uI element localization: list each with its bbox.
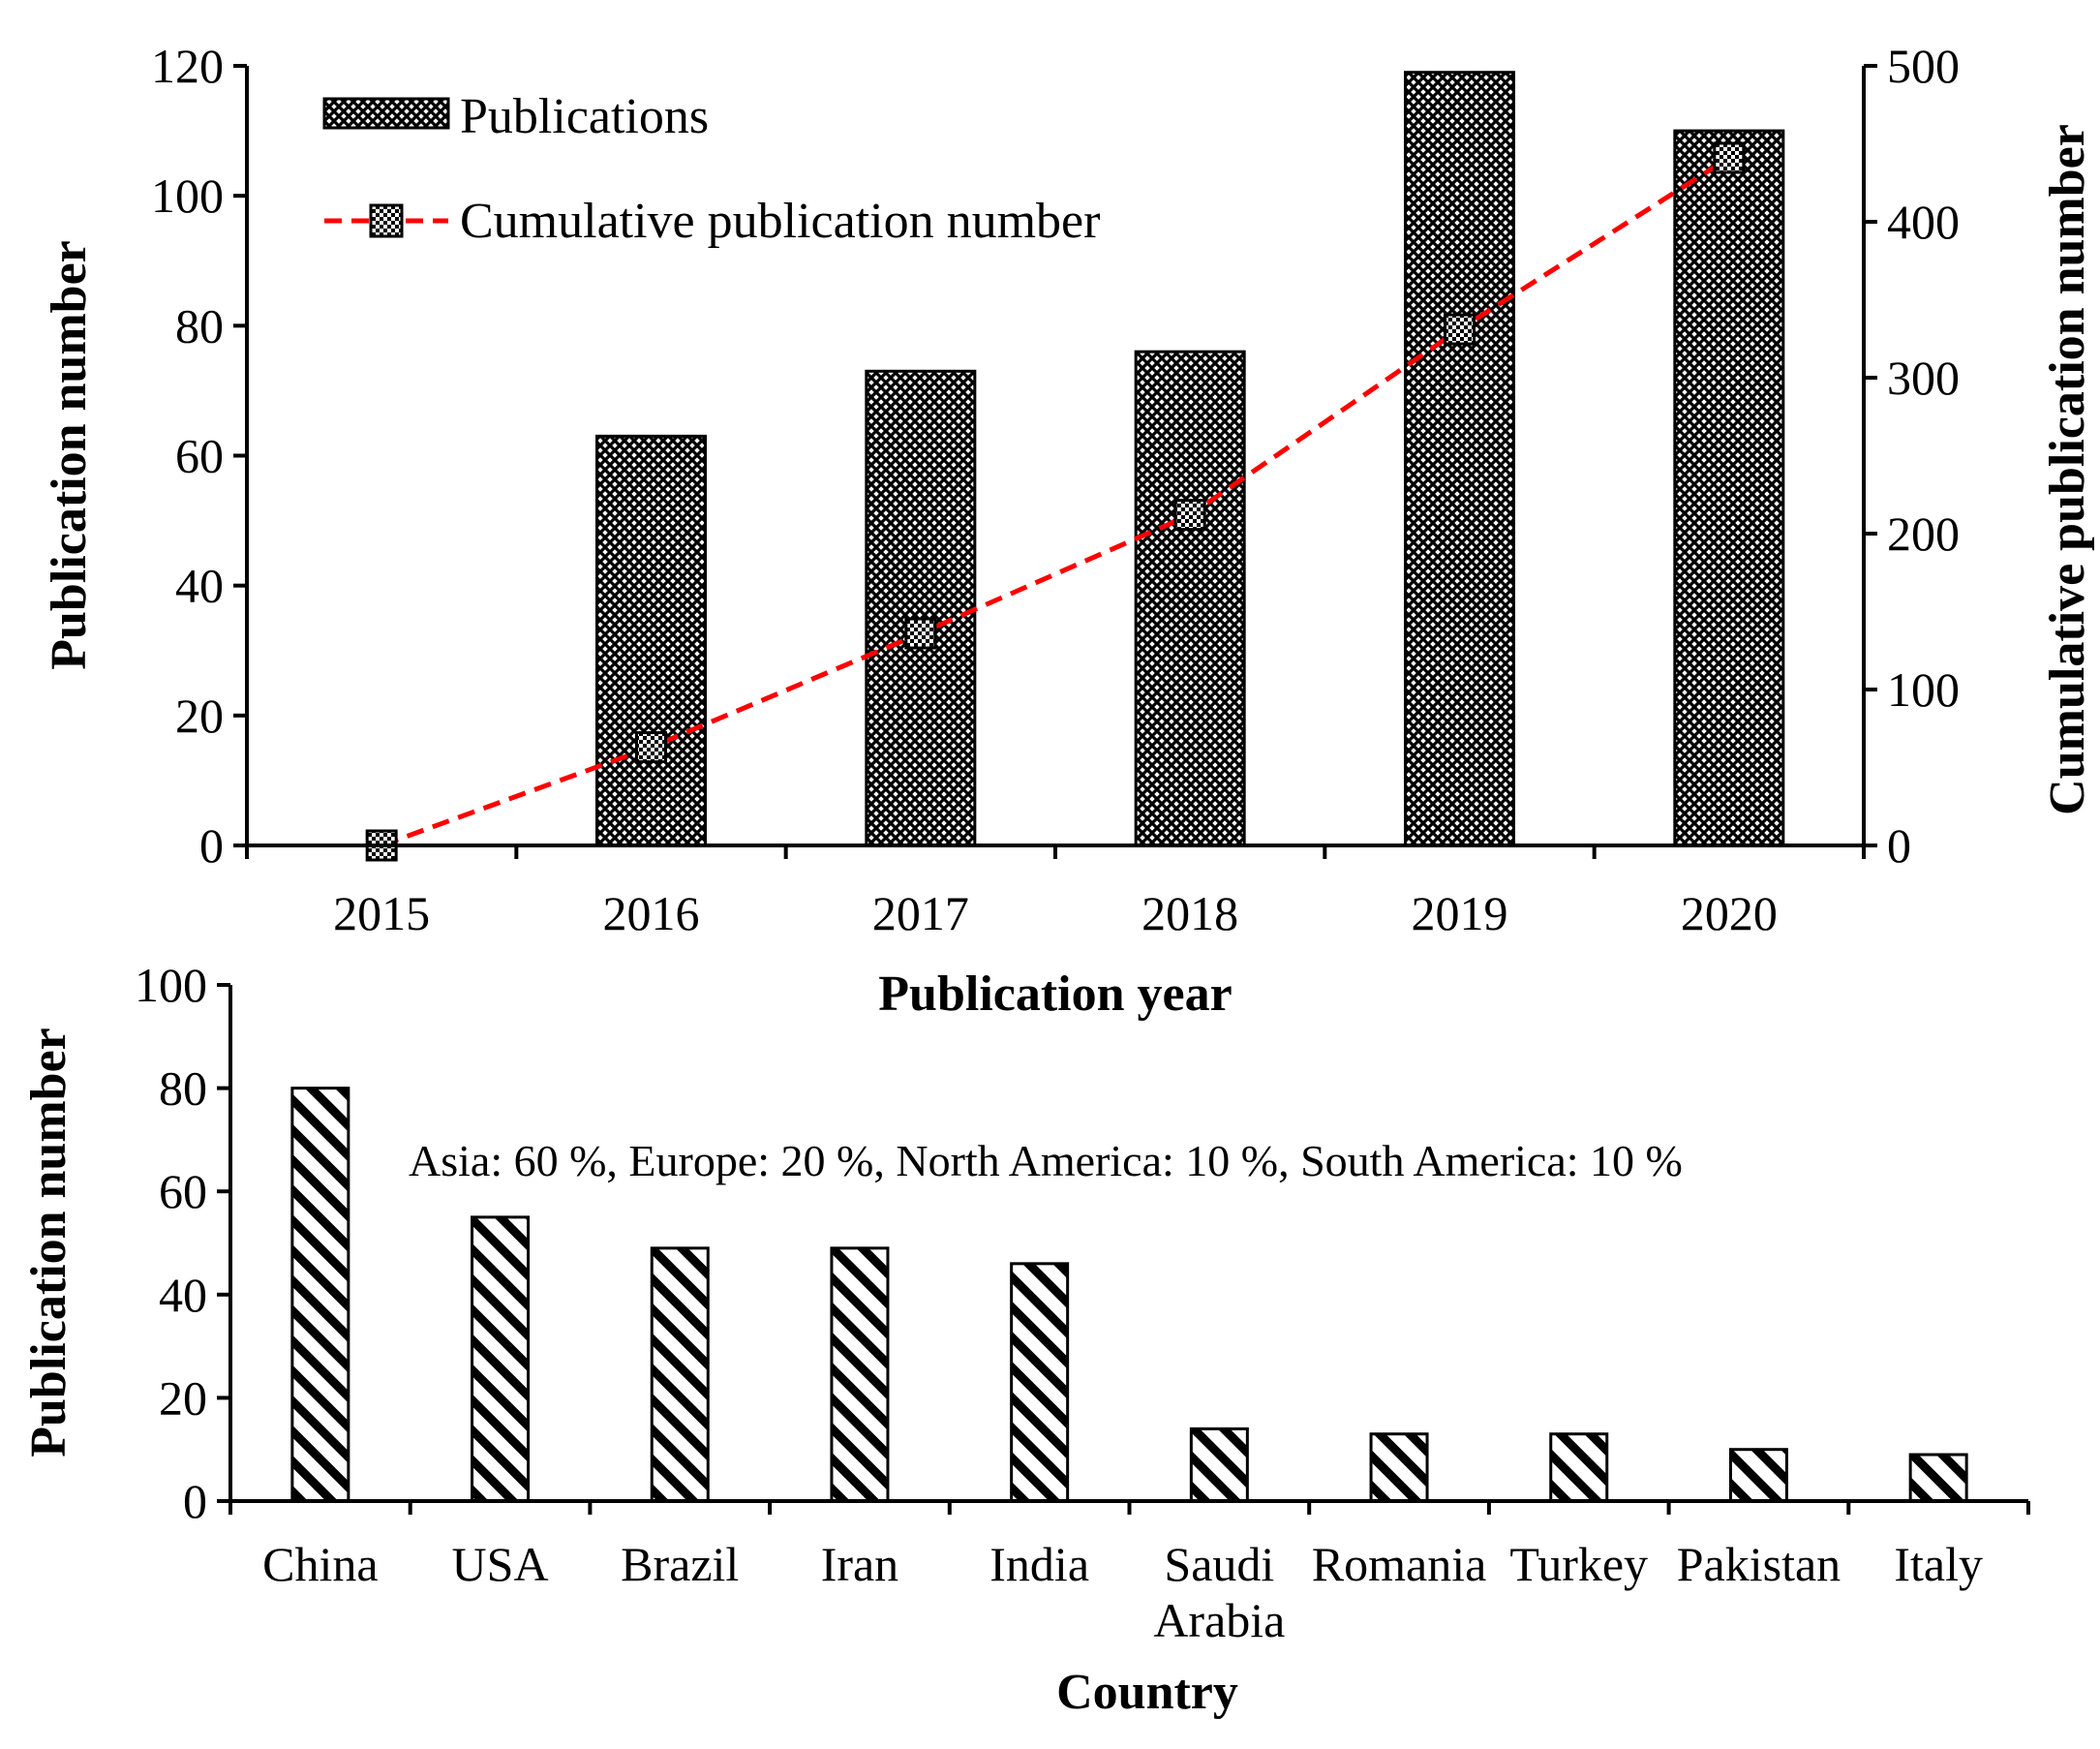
country-bar-saudi-arabia <box>1189 1427 1249 1503</box>
legend-bar-swatch <box>322 97 450 130</box>
top-x-tick-label: 2017 <box>872 886 969 940</box>
cumulative-marker-2020 <box>1713 141 1746 174</box>
country-bar-usa <box>471 1215 531 1503</box>
region-share-annotation: Asia: 60 %, Europe: 20 %, North America:… <box>409 1136 1683 1185</box>
top-x-tick-label: 2020 <box>1681 886 1778 940</box>
top-y2-tick-label: 100 <box>1887 662 1960 717</box>
bottom-x-tick-label: Italy <box>1894 1537 1983 1591</box>
bottom-y-axis-title: Publication number <box>21 1028 76 1458</box>
bottom-y-tick-label: 40 <box>159 1268 207 1322</box>
cumulative-marker-2019 <box>1444 313 1476 346</box>
cumulative-markers <box>365 141 1746 862</box>
year-bar-2018 <box>1134 350 1246 847</box>
cumulative-marker-2018 <box>1173 499 1206 532</box>
top-bars <box>595 71 1785 847</box>
year-bar-2019 <box>1404 71 1515 847</box>
bottom-x-tick-label: Pakistan <box>1677 1537 1841 1591</box>
top-y-ticks: 0 20 40 60 80 100 120 <box>151 39 247 873</box>
top-y-tick-label: 60 <box>175 429 224 483</box>
bottom-y-tick-label: 20 <box>159 1370 207 1425</box>
country-bar-china <box>290 1087 350 1503</box>
country-bar-pakistan <box>1728 1448 1788 1503</box>
top-y-tick-label: 40 <box>175 559 224 613</box>
bottom-x-tick-label: Iran <box>821 1537 899 1591</box>
top-x-axis-title: Publication year <box>878 967 1232 1022</box>
bottom-x-tick-label: Brazil <box>621 1537 739 1591</box>
top-y-tick-label: 0 <box>199 818 224 873</box>
bottom-y-tick-label: 100 <box>135 958 207 1012</box>
country-bar-turkey <box>1549 1432 1609 1503</box>
cumulative-marker-2017 <box>904 617 937 650</box>
year-bar-2016 <box>595 434 707 847</box>
top-y-tick-label: 120 <box>151 39 224 93</box>
top-y-tick-label: 20 <box>175 689 224 743</box>
legend-marker-swatch <box>369 203 404 238</box>
bottom-y-tick-label: 60 <box>159 1164 207 1218</box>
country-bar-india <box>1010 1262 1070 1503</box>
bottom-y-tick-label: 80 <box>159 1061 207 1116</box>
bottom-x-tick-label: Saudi <box>1164 1537 1274 1591</box>
top-x-ticks: 2015 2016 2017 2018 2019 2020 <box>245 845 1866 940</box>
bottom-x-tick-label: USA <box>452 1537 549 1591</box>
bottom-chart: 0 20 40 60 80 100 China USA Brazil Iran India Saud… <box>21 958 2030 1720</box>
cumulative-line <box>380 155 1731 848</box>
top-y-tick-label: 80 <box>175 298 224 353</box>
top-y-axis-title: Publication number <box>42 240 97 670</box>
legend: Publications Cumulative publication numb… <box>322 89 1100 249</box>
bottom-x-tick-label: Turkey <box>1509 1537 1648 1591</box>
top-x-tick-label: 2019 <box>1412 886 1508 940</box>
top-x-tick-label: 2016 <box>603 886 700 940</box>
cumulative-marker-2016 <box>635 731 667 764</box>
top-y2-tick-label: 200 <box>1887 506 1960 561</box>
bottom-x-axis-title: Country <box>1056 1665 1238 1720</box>
bottom-x-tick-label: Romania <box>1312 1537 1487 1591</box>
country-bar-romania <box>1369 1432 1429 1503</box>
legend-line-label: Cumulative publication number <box>460 194 1100 249</box>
year-bar-2020 <box>1673 129 1785 847</box>
top-y2-tick-label: 400 <box>1887 195 1960 249</box>
legend-bar-label: Publications <box>460 89 709 144</box>
bottom-x-tick-label: Arabia <box>1153 1593 1285 1647</box>
top-y2-tick-label: 500 <box>1887 39 1960 93</box>
top-x-tick-label: 2015 <box>333 886 430 940</box>
bottom-x-tick-label: China <box>262 1537 378 1591</box>
year-bar-2017 <box>865 369 977 847</box>
top-y2-tick-label: 0 <box>1887 818 1911 873</box>
country-bar-italy <box>1908 1453 1968 1503</box>
country-bar-iran <box>830 1246 890 1503</box>
country-bar-brazil <box>650 1246 710 1503</box>
bottom-x-tick-label: India <box>989 1537 1089 1591</box>
top-x-tick-label: 2018 <box>1141 886 1238 940</box>
top-y2-tick-label: 300 <box>1887 351 1960 405</box>
bottom-bars <box>290 1087 1968 1503</box>
bottom-y-tick-label: 0 <box>183 1474 207 1528</box>
top-y-tick-label: 100 <box>151 169 224 223</box>
bottom-y-ticks: 0 20 40 60 80 100 <box>135 958 230 1528</box>
top-y2-ticks: 0 100 200 300 400 500 <box>1864 39 1960 873</box>
top-y2-axis-title: Cumulative publication number <box>2040 124 2095 815</box>
